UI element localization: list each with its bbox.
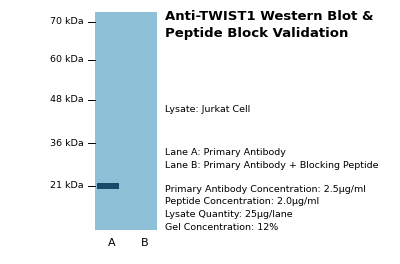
Text: 60 kDa: 60 kDa [50, 55, 84, 64]
Text: 36 kDa: 36 kDa [50, 139, 84, 148]
Text: Lysate: Jurkat Cell: Lysate: Jurkat Cell [165, 105, 250, 114]
Text: B: B [141, 238, 149, 248]
Bar [95, 12, 157, 230]
Text: 70 kDa: 70 kDa [50, 17, 84, 26]
Text: Lane A: Primary Antibody
Lane B: Primary Antibody + Blocking Peptide: Lane A: Primary Antibody Lane B: Primary… [165, 148, 378, 169]
Bar [97, 183, 119, 189]
Text: 21 kDa: 21 kDa [50, 182, 84, 191]
Text: A: A [108, 238, 116, 248]
Text: 48 kDa: 48 kDa [50, 96, 84, 105]
Text: Anti-TWIST1 Western Blot &
Peptide Block Validation: Anti-TWIST1 Western Blot & Peptide Block… [165, 10, 374, 40]
Text: Primary Antibody Concentration: 2.5μg/ml
Peptide Concentration: 2.0μg/ml
Lysate : Primary Antibody Concentration: 2.5μg/ml… [165, 185, 366, 232]
